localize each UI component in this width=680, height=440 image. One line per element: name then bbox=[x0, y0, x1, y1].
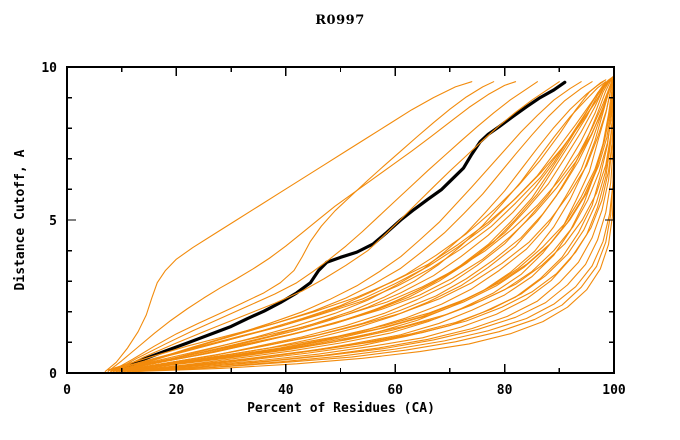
x-tick-label: 80 bbox=[497, 383, 513, 398]
x-axis-title: Percent of Residues (CA) bbox=[247, 401, 435, 416]
prediction-curve bbox=[110, 81, 495, 373]
prediction-curve bbox=[121, 77, 615, 373]
x-tick-label: 0 bbox=[63, 383, 71, 398]
y-tick-label: 5 bbox=[49, 214, 57, 229]
prediction-curve bbox=[121, 76, 615, 373]
prediction-curve bbox=[112, 77, 615, 372]
y-tick-label: 0 bbox=[49, 367, 57, 382]
prediction-curve bbox=[112, 76, 614, 371]
prediction-curve bbox=[115, 81, 560, 372]
prediction-curve bbox=[118, 78, 612, 372]
x-tick-label: 20 bbox=[169, 383, 185, 398]
prediction-curve bbox=[121, 81, 604, 372]
prediction-curve bbox=[112, 81, 538, 373]
prediction-curve bbox=[123, 75, 615, 372]
y-tick-label: 10 bbox=[41, 61, 57, 76]
axis-frame bbox=[66, 66, 615, 374]
x-tick-label: 40 bbox=[278, 383, 294, 398]
tick-labels: 0 20 40 60 80 100 0 5 10 bbox=[41, 61, 626, 398]
prediction-curve bbox=[115, 76, 615, 371]
prediction-curve bbox=[118, 78, 614, 373]
x-tick-label: 60 bbox=[387, 383, 403, 398]
prediction-curve bbox=[107, 76, 614, 371]
chart-title: R0997 bbox=[315, 13, 365, 28]
prediction-curve bbox=[123, 75, 615, 372]
prediction-curve bbox=[118, 76, 615, 372]
prediction-curve bbox=[104, 81, 473, 373]
prediction-curve bbox=[121, 77, 615, 372]
series-group bbox=[104, 71, 615, 373]
prediction-curve bbox=[121, 75, 615, 372]
prediction-curve bbox=[107, 81, 517, 373]
prediction-curve bbox=[121, 75, 615, 372]
prediction-curve bbox=[123, 81, 607, 371]
prediction-curve bbox=[115, 76, 615, 372]
prediction-curve bbox=[134, 71, 615, 373]
prediction-curve bbox=[132, 72, 615, 373]
prediction-curve bbox=[115, 79, 612, 373]
prediction-curve bbox=[115, 79, 610, 372]
y-axis-title: Distance Cutoff, A bbox=[13, 149, 28, 290]
prediction-curve bbox=[123, 75, 615, 373]
x-tick-label: 100 bbox=[602, 383, 626, 398]
prediction-curve bbox=[121, 81, 593, 371]
